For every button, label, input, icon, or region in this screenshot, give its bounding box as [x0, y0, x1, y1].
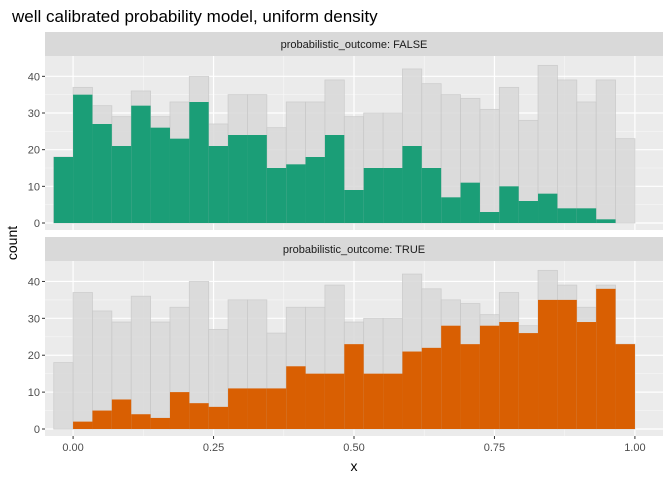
- outcome-bar: [53, 157, 74, 223]
- x-tick-label: 1.00: [624, 442, 645, 454]
- outcome-bar: [576, 322, 597, 429]
- outcome-bar: [383, 168, 403, 223]
- background-bar: [615, 138, 636, 224]
- y-tick-label: 0: [34, 218, 40, 230]
- outcome-bar: [596, 219, 616, 223]
- outcome-bar: [344, 190, 364, 223]
- outcome-bar: [286, 164, 306, 223]
- strip-false-label: probabilistic_outcome: FALSE: [281, 39, 428, 51]
- outcome-bar: [557, 208, 577, 223]
- y-tick-label: 30: [28, 108, 40, 120]
- y-tick-label: 30: [28, 313, 40, 325]
- outcome-bar: [402, 146, 422, 223]
- panel-true-y-ticks: 0 10 20 30 40: [28, 276, 45, 436]
- outcome-bar: [363, 168, 384, 223]
- outcome-bar: [266, 168, 287, 223]
- outcome-bar: [131, 105, 151, 223]
- panel-false: probabilistic_outcome: FALSE 0 10 20 30 40: [28, 32, 663, 230]
- y-tick-label: 10: [28, 181, 40, 193]
- outcome-bar: [499, 322, 519, 429]
- x-axis-title: x: [351, 458, 358, 474]
- y-tick-label: 0: [34, 424, 40, 436]
- outcome-bar: [344, 344, 364, 429]
- outcome-bar: [402, 351, 422, 429]
- y-tick-label: 20: [28, 350, 40, 362]
- outcome-bar: [479, 325, 500, 429]
- outcome-bar: [441, 325, 461, 429]
- strip-true-background: [45, 237, 663, 261]
- y-tick-label: 20: [28, 145, 40, 157]
- outcome-bar: [189, 403, 209, 429]
- outcome-bar: [557, 299, 577, 429]
- outcome-bar: [73, 94, 93, 224]
- outcome-bar: [305, 373, 325, 429]
- outcome-bar: [538, 193, 558, 223]
- outcome-bar: [208, 406, 229, 429]
- outcome-bar: [324, 373, 345, 429]
- background-bar: [479, 108, 500, 224]
- x-tick-label: 0.25: [203, 442, 224, 454]
- outcome-bar: [111, 146, 132, 223]
- x-tick-label: 0.50: [343, 442, 364, 454]
- x-axis: 0.00 0.25 0.50 0.75 1.00: [62, 436, 646, 454]
- background-bar: [557, 79, 578, 224]
- outcome-bar: [538, 299, 558, 429]
- outcome-bar: [518, 333, 539, 429]
- outcome-bar: [189, 102, 209, 223]
- outcome-bar: [383, 373, 403, 429]
- panel-true-bars: [73, 288, 635, 429]
- outcome-bar: [576, 208, 597, 223]
- outcome-bar: [111, 399, 132, 429]
- strip-false-background: [45, 32, 663, 56]
- background-bar: [595, 79, 616, 224]
- outcome-bar: [169, 138, 190, 223]
- panel-true: probabilistic_outcome: TRUE 0 10 20 30 40: [28, 237, 663, 436]
- background-bar: [576, 101, 597, 224]
- outcome-bar: [460, 344, 480, 429]
- y-axis-title: count: [4, 226, 20, 260]
- outcome-bar: [479, 212, 500, 223]
- outcome-bar: [460, 182, 480, 223]
- outcome-bar: [441, 197, 461, 223]
- x-tick-label: 0.00: [62, 442, 83, 454]
- outcome-bar: [247, 388, 267, 429]
- outcome-bar: [363, 373, 384, 429]
- background-bar: [130, 295, 151, 430]
- x-tick-label: 0.75: [484, 442, 505, 454]
- outcome-bar: [228, 388, 248, 429]
- panel-false-bars: [53, 94, 616, 224]
- outcome-bar: [499, 186, 519, 223]
- outcome-bar: [92, 410, 112, 429]
- outcome-bar: [266, 388, 287, 429]
- outcome-bar: [131, 414, 151, 429]
- outcome-bar: [596, 288, 616, 429]
- outcome-bar: [286, 366, 306, 429]
- outcome-bar: [150, 417, 170, 429]
- outcome-bar: [421, 168, 442, 223]
- outcome-bar: [615, 344, 635, 429]
- outcome-bar: [518, 201, 539, 223]
- outcome-bar: [73, 421, 93, 429]
- outcome-bar: [208, 146, 229, 223]
- background-bar: [53, 362, 74, 430]
- background-bar: [72, 292, 93, 430]
- y-tick-label: 40: [28, 276, 40, 288]
- y-tick-label: 10: [28, 387, 40, 399]
- outcome-bar: [305, 157, 325, 223]
- chart-title: well calibrated probability model, unifo…: [11, 7, 378, 26]
- outcome-bar: [324, 135, 345, 223]
- outcome-bar: [150, 127, 170, 223]
- panel-false-y-ticks: 0 10 20 30 40: [28, 71, 45, 230]
- outcome-bar: [92, 124, 112, 223]
- y-tick-label: 40: [28, 71, 40, 83]
- background-bar: [150, 321, 171, 430]
- outcome-bar: [169, 392, 190, 429]
- strip-true-label: probabilistic_outcome: TRUE: [283, 244, 425, 256]
- outcome-bar: [247, 135, 267, 223]
- outcome-bar: [421, 347, 442, 429]
- outcome-bar: [228, 135, 248, 223]
